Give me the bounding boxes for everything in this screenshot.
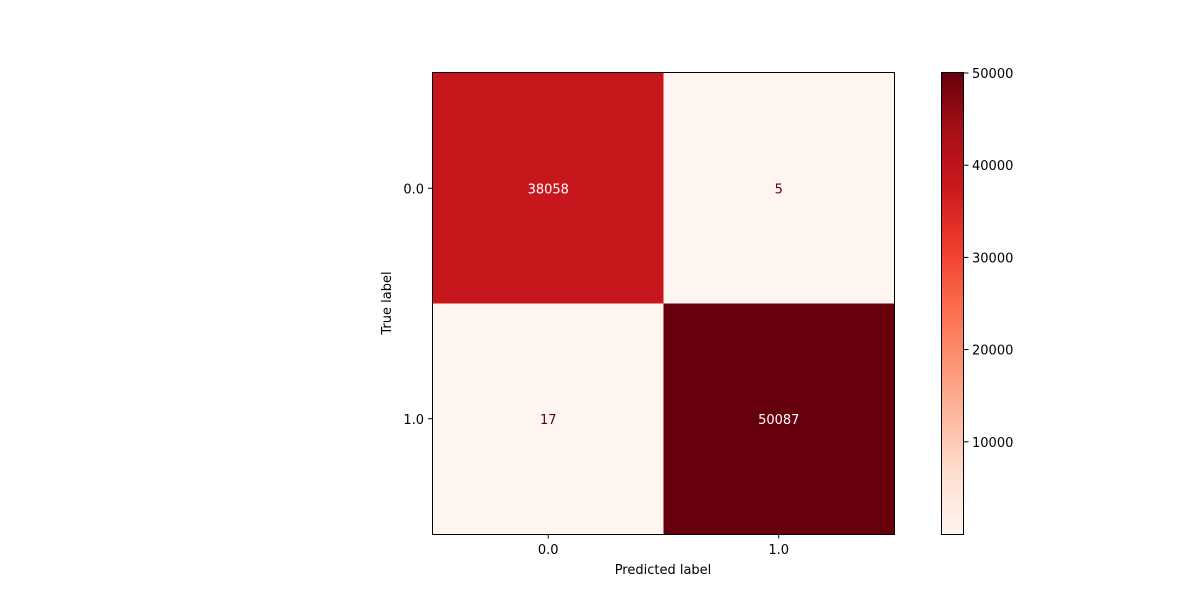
colorbar-tick-label: 20000 <box>972 344 1013 359</box>
heatmap-cell-labels: 38058 5 17 50087 <box>528 182 800 428</box>
colorbar-gradient <box>941 72 964 535</box>
heatmap-cells <box>433 73 895 535</box>
x-axis-ticks: 0.0 1.0 <box>538 534 789 558</box>
heatmap-cell <box>663 73 895 304</box>
cell-value-label: 17 <box>540 413 557 428</box>
y-axis-ticks: 0.0 1.0 <box>403 182 433 428</box>
x-tick-label: 0.0 <box>538 543 559 558</box>
heatmap-cell <box>433 303 664 535</box>
cell-value-label: 5 <box>775 182 783 197</box>
heatmap-cell <box>433 73 664 304</box>
x-tick-label: 1.0 <box>768 543 789 558</box>
colorbar-tick-label: 30000 <box>972 251 1013 266</box>
colorbar-tick-label: 50000 <box>972 67 1013 82</box>
x-axis-label: Predicted label <box>615 563 712 578</box>
colorbar-tick-label: 40000 <box>972 159 1013 174</box>
colorbar-ticks: 10000 20000 30000 40000 50000 <box>964 67 1013 451</box>
y-axis-label: True label <box>380 271 395 335</box>
y-tick-label: 0.0 <box>403 182 424 197</box>
heatmap-frame <box>432 72 895 535</box>
colorbar-tick-label: 10000 <box>972 436 1013 451</box>
heatmap-cell <box>663 303 895 535</box>
cell-value-label: 38058 <box>528 182 569 197</box>
cell-value-label: 50087 <box>758 413 799 428</box>
colorbar: 10000 20000 30000 40000 50000 <box>941 67 1013 535</box>
y-tick-label: 1.0 <box>403 413 424 428</box>
